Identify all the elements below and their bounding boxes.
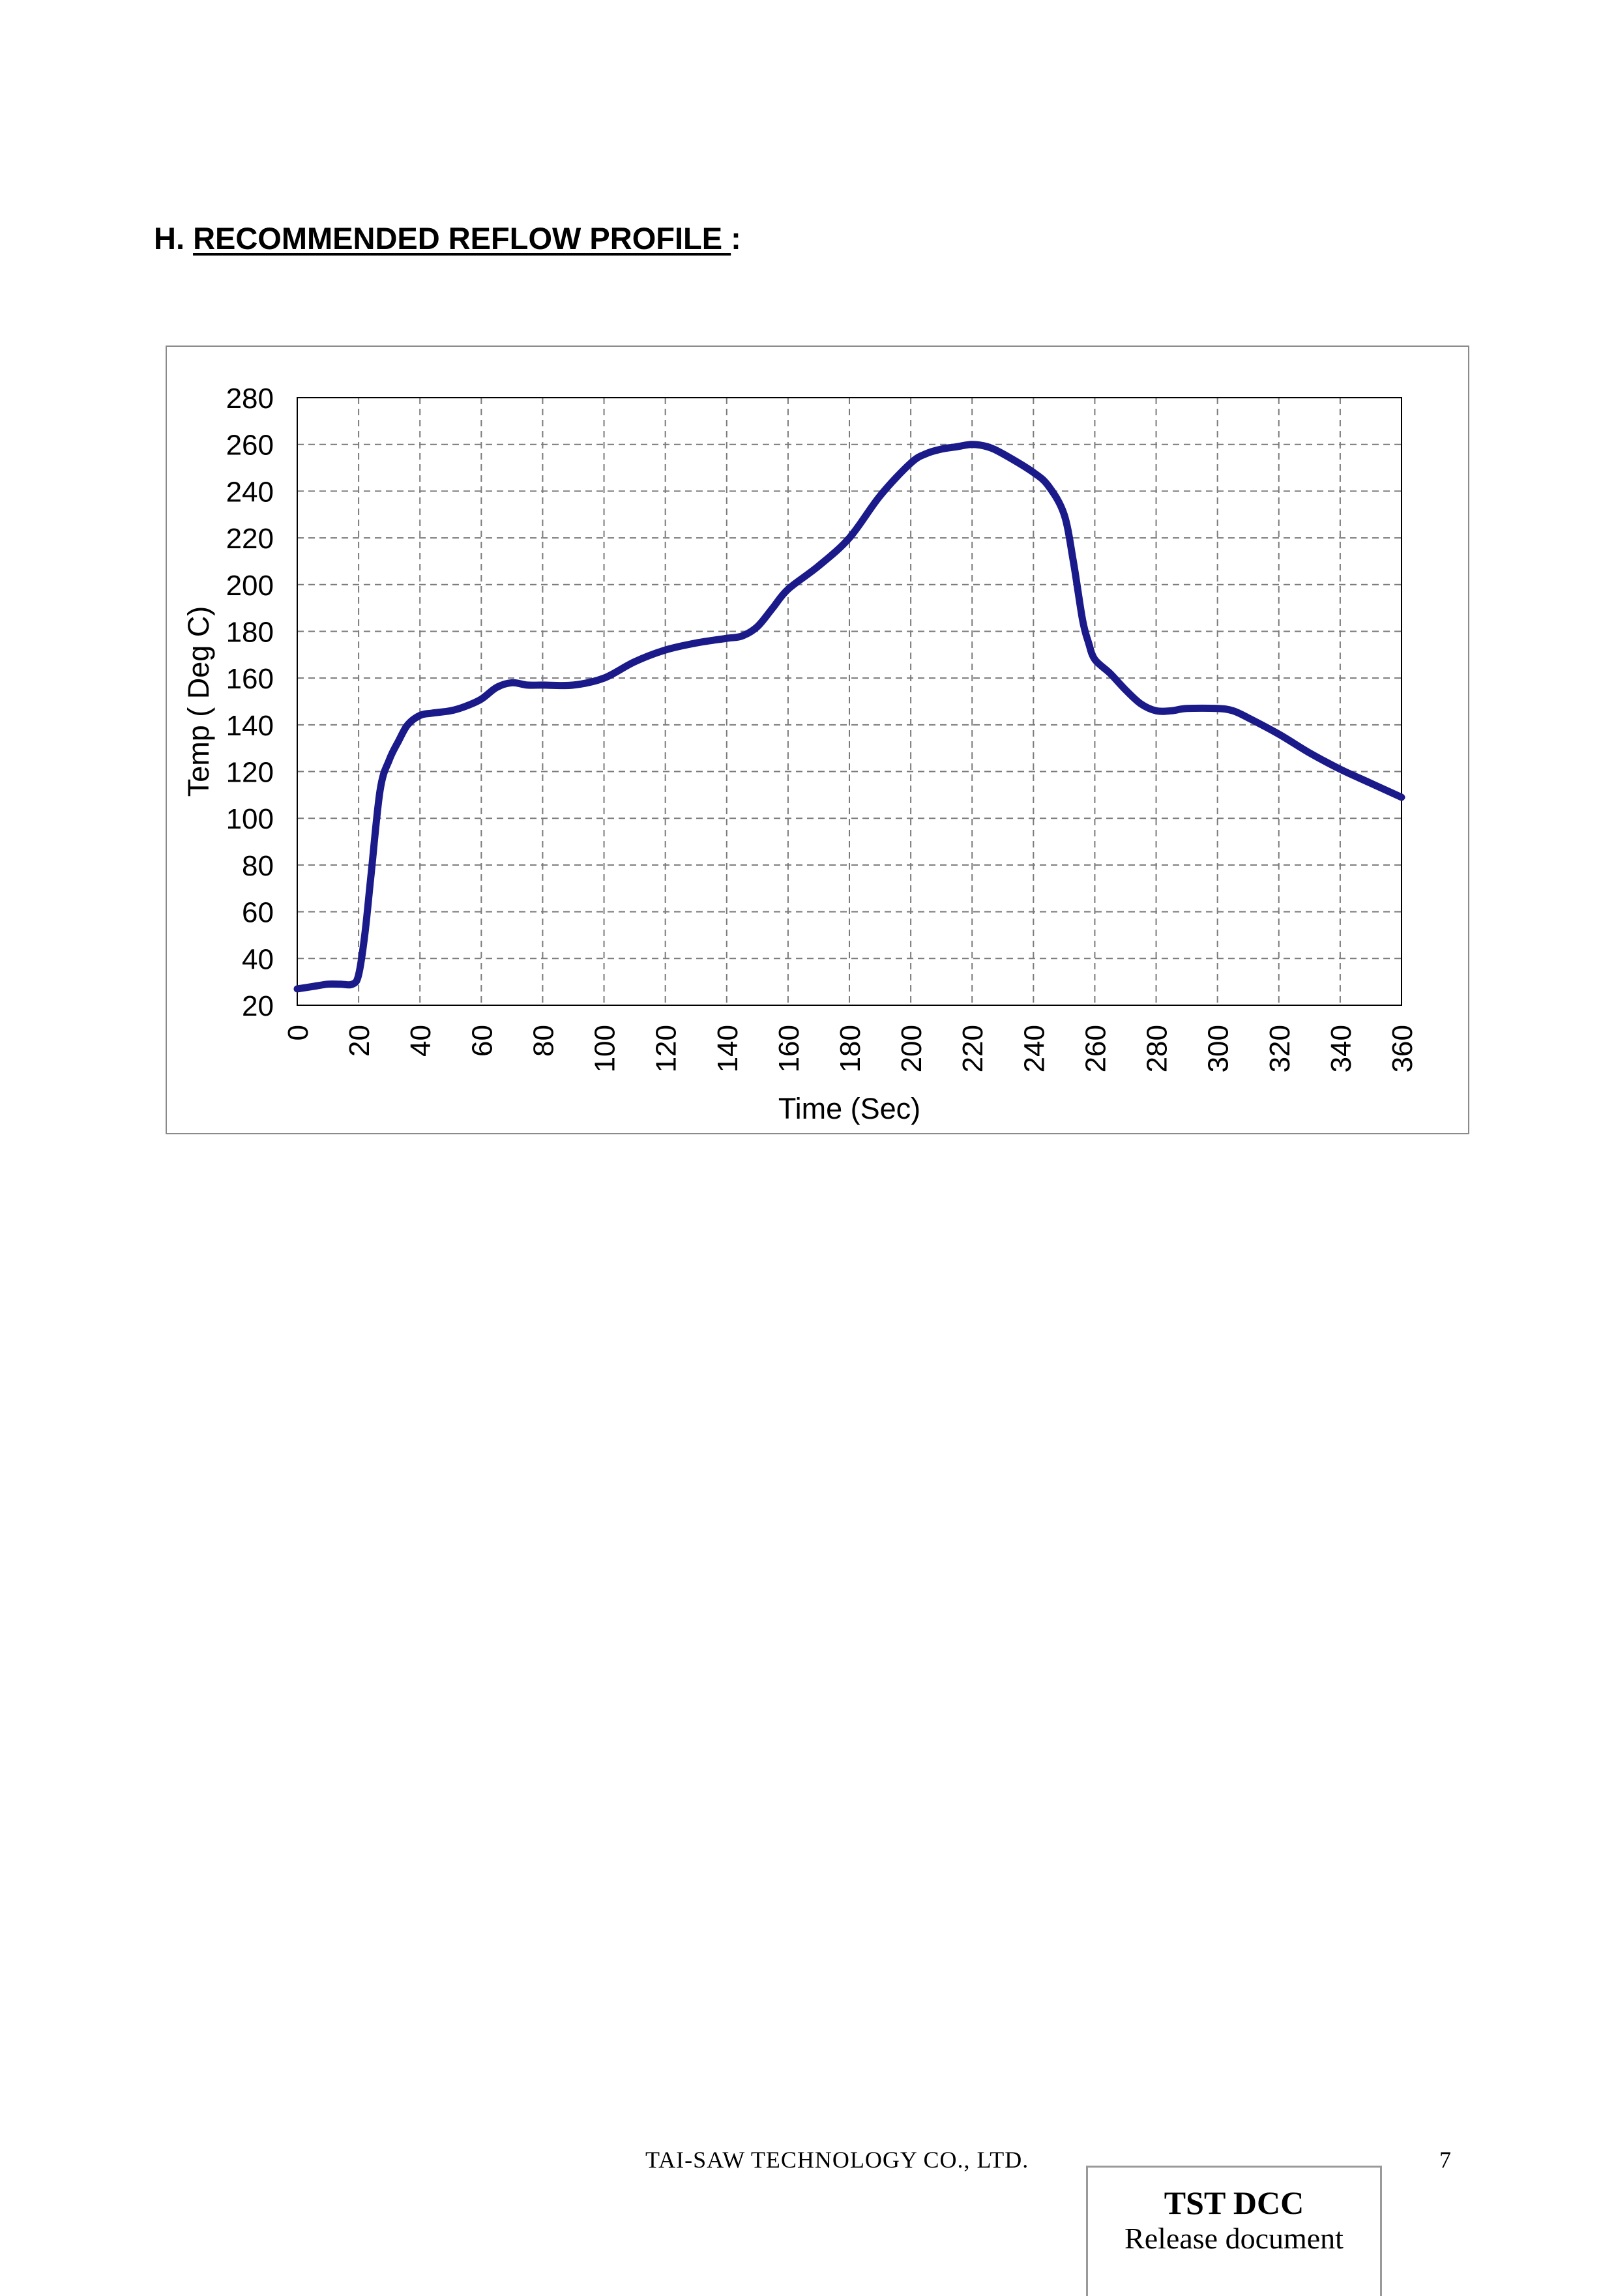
x-tick-label: 140 <box>712 1025 744 1072</box>
y-axis-label: Temp ( Deg C) <box>182 606 215 797</box>
stamp-subtitle: Release document <box>1124 2222 1344 2255</box>
x-tick-label: 100 <box>589 1025 621 1072</box>
x-tick-label: 320 <box>1264 1025 1296 1072</box>
section-heading: H. RECOMMENDED REFLOW PROFILE : <box>154 219 741 258</box>
y-tick-label: 20 <box>242 990 274 1022</box>
section-heading-suffix: : <box>731 221 741 256</box>
stamp-title: TST DCC <box>1164 2185 1304 2221</box>
plot-area-border <box>297 397 1402 1006</box>
x-tick-label: 260 <box>1080 1025 1111 1072</box>
x-tick-label: 200 <box>896 1025 928 1072</box>
y-tick-label: 260 <box>226 430 274 462</box>
y-tick-label: 220 <box>226 523 274 555</box>
y-tick-label: 60 <box>242 897 274 929</box>
x-axis-label: Time (Sec) <box>778 1092 920 1125</box>
x-tick-label: 160 <box>773 1025 805 1072</box>
y-tick-label: 80 <box>242 850 274 882</box>
x-tick-labels: 0 20 40 60 80 100 120 140 160 180 200 220 240 260 280 3… <box>282 1025 1418 1072</box>
x-tick-label: 180 <box>834 1025 866 1072</box>
section-heading-title: RECOMMENDED REFLOW PROFILE <box>193 221 731 256</box>
x-tick-label: 340 <box>1325 1025 1357 1072</box>
release-stamp: TST DCC Release document <box>1086 2166 1382 2296</box>
y-tick-label: 160 <box>226 663 274 695</box>
x-tick-label: 40 <box>405 1025 437 1057</box>
x-tick-label: 360 <box>1387 1025 1418 1072</box>
x-tick-label: 220 <box>957 1025 989 1072</box>
page-number: 7 <box>1439 2147 1451 2173</box>
x-tick-label: 240 <box>1018 1025 1050 1072</box>
x-tick-label: 0 <box>282 1025 314 1040</box>
x-tick-label: 120 <box>651 1025 683 1072</box>
y-tick-label: 100 <box>226 803 274 835</box>
y-tick-labels: 20 40 60 80 100 120 140 160 180 200 220 240 260 280 <box>226 383 274 1022</box>
x-tick-label: 80 <box>527 1025 559 1057</box>
temperature-series-line <box>293 441 1405 993</box>
y-tick-label: 200 <box>226 570 274 602</box>
y-tick-label: 180 <box>226 616 274 648</box>
chart-gridlines <box>297 398 1402 1005</box>
y-tick-label: 280 <box>226 383 274 415</box>
y-tick-label: 140 <box>226 710 274 742</box>
y-tick-label: 240 <box>226 476 274 508</box>
x-tick-label: 20 <box>344 1025 375 1057</box>
footer-company-name: TAI-SAW TECHNOLOGY CO., LTD. <box>645 2147 1029 2173</box>
section-heading-prefix: H. <box>154 221 184 256</box>
reflow-chart-frame: 20 40 60 80 100 120 140 160 180 200 220 240 260 280 0… <box>166 346 1469 1134</box>
x-tick-label: 280 <box>1141 1025 1173 1072</box>
y-tick-label: 40 <box>242 943 274 975</box>
x-tick-label: 300 <box>1203 1025 1235 1072</box>
x-tick-label: 60 <box>466 1025 498 1057</box>
y-tick-label: 120 <box>226 757 274 789</box>
